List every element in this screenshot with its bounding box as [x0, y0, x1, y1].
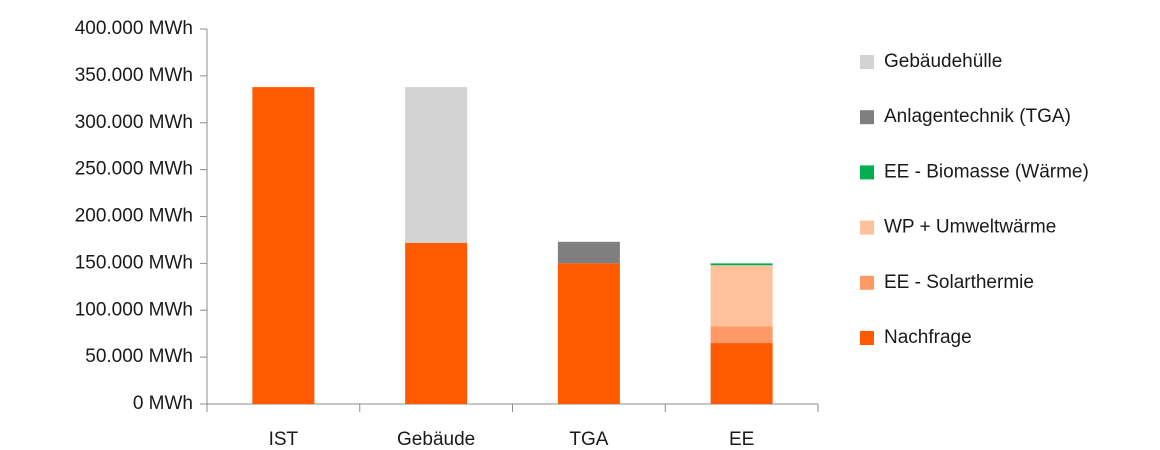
x-tick-label: EE [729, 429, 754, 450]
legend-label: Gebäudehülle [884, 51, 1002, 72]
legend-swatch [860, 110, 874, 125]
legend-label: EE - Solarthermie [884, 272, 1034, 293]
y-tick-label: 150.000 MWh [75, 252, 193, 273]
bar-segment [557, 241, 620, 264]
y-tick-label: 50.000 MWh [85, 346, 193, 367]
x-tick-label: TGA [569, 429, 608, 450]
bar-segment [252, 87, 315, 404]
bar-segment [557, 263, 620, 404]
legend-swatch [860, 331, 874, 345]
y-tick-label: 250.000 MWh [75, 159, 193, 180]
legend-swatch [860, 55, 874, 69]
y-tick-label: 400.000 MWh [75, 18, 193, 39]
y-tick-label: 0 MWh [133, 393, 193, 414]
legend-swatch [860, 275, 874, 290]
legend-swatch [860, 165, 874, 180]
x-tick-label: Gebäude [397, 429, 475, 450]
y-tick-label: 300.000 MWh [75, 112, 193, 133]
legend-label: Anlagentechnik (TGA) [884, 106, 1071, 127]
y-tick-label: 350.000 MWh [75, 65, 193, 86]
bar-segment [710, 326, 773, 344]
bar-segment [405, 242, 468, 404]
legend-swatch [860, 220, 874, 235]
x-tick-label: IST [269, 429, 299, 450]
y-tick-label: 100.000 MWh [75, 299, 193, 320]
bar-segment [405, 87, 468, 243]
legend-label: WP + Umweltwärme [884, 217, 1056, 238]
bar-segment [710, 263, 773, 266]
y-tick-label: 200.000 MWh [75, 206, 193, 227]
bar-segment [710, 265, 773, 327]
bar-segment [710, 343, 773, 404]
legend-label: EE - Biomasse (Wärme) [884, 161, 1089, 182]
legend-label: Nachfrage [884, 327, 972, 348]
